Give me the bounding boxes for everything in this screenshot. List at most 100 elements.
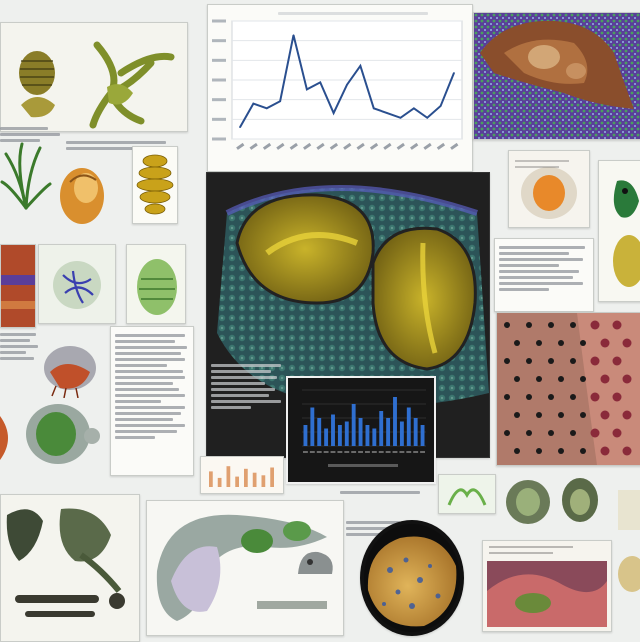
line-chart-tick-mark bbox=[329, 142, 339, 150]
line-chart-point bbox=[306, 88, 308, 91]
line-chart-title-scribble bbox=[278, 9, 438, 18]
line-chart-point bbox=[239, 126, 241, 128]
brown-specimen-illustration bbox=[474, 13, 640, 139]
skin-spot bbox=[622, 338, 632, 348]
skin-spot bbox=[622, 446, 632, 456]
line-chart-tick-mark bbox=[423, 142, 432, 150]
line-chart-tick-mark bbox=[410, 142, 419, 150]
line-chart-y-tick-mark bbox=[212, 58, 226, 62]
skin-spot bbox=[558, 376, 564, 382]
skin-spot bbox=[600, 374, 610, 384]
panel-small-bar-chart bbox=[200, 456, 284, 494]
bar-chart-tick-mark bbox=[392, 451, 398, 453]
skin-spot bbox=[580, 340, 586, 346]
line-chart-point bbox=[279, 100, 281, 103]
bar-chart-bar bbox=[358, 418, 363, 446]
panel-spotted-skin bbox=[496, 312, 640, 466]
bar-chart-tick-mark bbox=[303, 451, 308, 453]
panel-fern bbox=[0, 136, 52, 214]
line-chart-tick-mark bbox=[303, 142, 312, 150]
skin-spot bbox=[514, 340, 520, 346]
bar-chart-tick-mark bbox=[316, 451, 322, 453]
text-block-left-a bbox=[0, 330, 40, 363]
bottom-left-specimens-illustration bbox=[1, 495, 139, 641]
green-leaf-illustration bbox=[127, 245, 185, 323]
line-chart-y-tick-mark bbox=[212, 19, 226, 23]
line-chart-tick-mark bbox=[396, 142, 405, 150]
bottom-right-tissue-illustration bbox=[483, 541, 611, 631]
line-chart-tick-mark bbox=[436, 142, 446, 150]
panel-orange-cell bbox=[508, 150, 590, 228]
small-bar-chart-bar bbox=[261, 475, 266, 487]
panel-gold-stack bbox=[132, 146, 178, 224]
skin-spot bbox=[536, 340, 542, 346]
skin-spot bbox=[612, 356, 622, 366]
line-chart-y-tick-mark bbox=[212, 39, 226, 43]
bar-chart-bar bbox=[413, 418, 418, 446]
bar-chart-bar bbox=[344, 421, 349, 446]
line-chart-y-tick-mark bbox=[212, 137, 226, 141]
fern-illustration bbox=[0, 142, 52, 210]
bar-chart-tick-mark bbox=[406, 451, 412, 453]
small-bar-chart-bar bbox=[252, 472, 257, 487]
skin-spot bbox=[504, 358, 510, 364]
panel-bottom-left-specimens bbox=[0, 494, 140, 642]
corner-creature-illustration bbox=[618, 556, 640, 592]
line-chart-tick-mark bbox=[262, 142, 272, 150]
bar-chart-tick-mark bbox=[309, 451, 315, 453]
skin-spot bbox=[590, 356, 600, 366]
bar-chart-tick-mark bbox=[385, 451, 391, 453]
green-bird-illustration bbox=[599, 161, 640, 301]
skin-spot bbox=[536, 376, 542, 382]
small-green-spec-illustration bbox=[439, 475, 495, 513]
bar-chart-bar bbox=[310, 407, 315, 446]
panel-green-leaf bbox=[126, 244, 186, 324]
bar-chart-bar bbox=[351, 404, 356, 446]
line-chart-point bbox=[399, 116, 402, 119]
skin-spot bbox=[536, 448, 542, 454]
line-chart-point bbox=[252, 102, 255, 105]
skin-spot bbox=[526, 430, 532, 436]
skin-spot bbox=[558, 448, 564, 454]
small-bar-chart-background bbox=[201, 457, 283, 493]
panel-spotted-disk bbox=[360, 520, 464, 636]
bar-chart-tick-mark bbox=[351, 451, 357, 453]
small-bar-chart-bar bbox=[226, 466, 231, 487]
line-chart-point bbox=[453, 72, 455, 74]
green-organ-illustration bbox=[26, 404, 100, 464]
skin-spot bbox=[548, 394, 554, 400]
green-specimen-illustration bbox=[1, 23, 187, 131]
bar-chart-tick-mark bbox=[371, 451, 377, 453]
skin-spot bbox=[514, 448, 520, 454]
line-chart-point bbox=[292, 34, 295, 36]
panel-bar-chart bbox=[286, 376, 436, 484]
panel-brown-specimen bbox=[473, 12, 640, 140]
line-chart-y-tick-mark bbox=[212, 117, 226, 121]
bar-chart-tick-mark bbox=[337, 451, 343, 453]
small-bar-chart-bar bbox=[244, 468, 248, 487]
line-chart-point bbox=[426, 116, 429, 119]
skin-spot bbox=[514, 412, 520, 418]
skin-spot bbox=[526, 358, 532, 364]
skin-spot bbox=[548, 430, 554, 436]
text-snippet-top-left bbox=[0, 124, 62, 145]
line-chart-point bbox=[413, 107, 415, 110]
skin-spot bbox=[570, 358, 576, 364]
bar-chart-bar bbox=[406, 407, 411, 446]
blue-cell-illustration bbox=[39, 245, 115, 323]
skin-spot bbox=[548, 322, 554, 328]
pods-illustration bbox=[506, 478, 640, 530]
bar-chart-bar bbox=[317, 418, 322, 446]
skin-spot bbox=[600, 446, 610, 456]
line-chart-point bbox=[439, 105, 442, 107]
line-chart-tick-mark bbox=[236, 142, 245, 150]
line-chart-tick-mark bbox=[356, 142, 365, 150]
bar-chart-bar bbox=[386, 418, 391, 446]
bar-chart bbox=[288, 378, 434, 482]
line-chart-point bbox=[319, 81, 322, 84]
skin-spot bbox=[580, 376, 586, 382]
skin-spot bbox=[612, 428, 622, 438]
text-snippet-bottom-center bbox=[340, 488, 436, 497]
spotted-disk-illustration bbox=[364, 524, 460, 632]
bar-chart-bar bbox=[324, 428, 329, 446]
